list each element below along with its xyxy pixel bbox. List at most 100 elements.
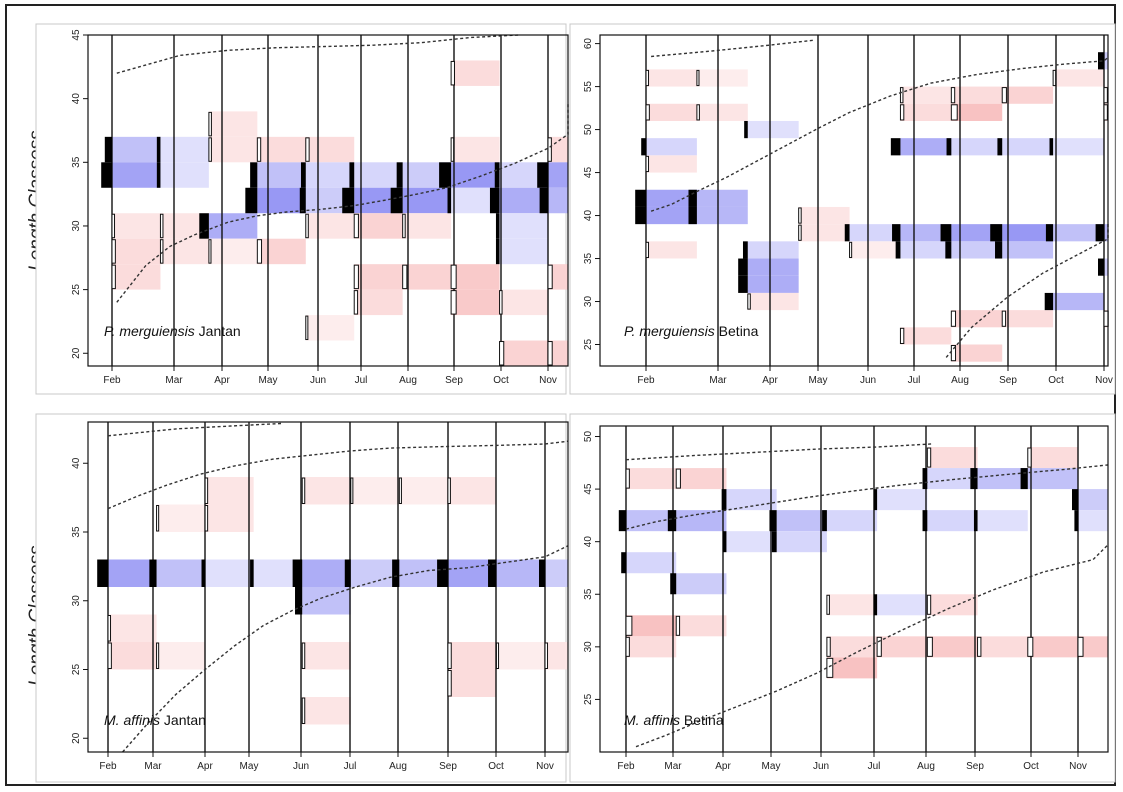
heat-cell xyxy=(676,510,727,532)
peak-bar xyxy=(97,559,108,587)
panel-annotation: P. merguiensis Betina xyxy=(624,323,759,339)
growth-curve xyxy=(107,440,569,510)
peak-bar xyxy=(769,510,777,532)
trough-bar xyxy=(447,642,452,669)
trough-bar xyxy=(402,264,408,290)
growth-curve xyxy=(651,39,814,58)
trough-bar xyxy=(111,264,116,290)
species-name: M. affinis xyxy=(104,712,160,728)
peak-bar xyxy=(392,559,400,587)
y-tick-label: 30 xyxy=(583,641,594,653)
x-tick-label: May xyxy=(240,761,259,772)
trough-bar xyxy=(950,87,956,104)
peak-bar xyxy=(1074,510,1078,532)
trough-bar xyxy=(1027,636,1034,657)
heat-cell xyxy=(1104,224,1108,242)
heat-cell xyxy=(447,669,497,697)
heat-cell xyxy=(205,477,254,505)
x-tick-label: Nov xyxy=(539,375,557,386)
panel-bottom-right: 25 30 35 40 45 50 Feb Mar Apr May Jun Jul Aug Sep Oct N… xyxy=(569,413,1116,783)
peak-bar xyxy=(156,136,161,163)
heat-cell xyxy=(1002,224,1054,242)
y-tick-label: 35 xyxy=(71,526,82,538)
species-name: P. merguiensis xyxy=(104,323,195,339)
heat-cell xyxy=(646,103,697,121)
trough-bar xyxy=(450,137,455,162)
growth-curve xyxy=(116,34,519,74)
x-tick-label: Mar xyxy=(709,375,727,386)
heat-cell xyxy=(951,241,1003,259)
sex-label: Jantan xyxy=(195,323,241,339)
peak-bar xyxy=(890,138,901,156)
peak-bar xyxy=(895,241,901,259)
heat-cell xyxy=(626,468,677,490)
trough-bar xyxy=(156,642,160,669)
species-name: M. affinis xyxy=(624,712,680,728)
heat-cell xyxy=(499,340,548,366)
x-tick-label: Feb xyxy=(103,375,121,386)
panel-annotation: P. merguiensis Jantan xyxy=(104,323,241,339)
species-name: P. merguiensis xyxy=(624,323,715,339)
x-tick-label: Jun xyxy=(310,375,326,386)
y-tick-label: 20 xyxy=(71,732,82,744)
peak-bar xyxy=(299,187,306,214)
peak-bar xyxy=(641,138,646,156)
heat-cell xyxy=(927,468,978,490)
peak-bar xyxy=(1095,224,1104,242)
trough-bar xyxy=(499,290,503,315)
heat-cell xyxy=(927,636,978,658)
panel-top-left: 20 25 30 35 40 45 Feb Mar Apr May Jun Jul Aug Sep Oct N… xyxy=(35,23,569,395)
growth-curve xyxy=(116,103,569,303)
heat-cell xyxy=(205,559,254,587)
peak-bar xyxy=(618,510,626,532)
heat-cell xyxy=(499,289,548,316)
trough-bar xyxy=(926,447,932,468)
heat-cell xyxy=(951,344,1003,362)
heat-cell xyxy=(302,697,351,725)
peak-bar xyxy=(495,238,500,265)
heat-cell xyxy=(112,213,161,239)
growth-curve xyxy=(625,443,933,461)
heat-cell xyxy=(257,238,306,265)
heat-cell xyxy=(900,86,952,104)
x-tick-label: Jul xyxy=(355,375,368,386)
heat-cell xyxy=(156,559,206,587)
heat-cell xyxy=(849,241,901,259)
heat-cell xyxy=(402,213,452,239)
trough-bar xyxy=(495,642,500,669)
y-tick-label: 55 xyxy=(583,81,594,93)
peak-bar xyxy=(688,206,697,225)
peak-bar xyxy=(488,559,497,587)
heat-cell xyxy=(726,489,777,511)
trough-bar xyxy=(547,341,553,366)
peak-bar xyxy=(946,138,952,156)
heat-cell xyxy=(451,60,500,86)
plot-box xyxy=(599,34,1109,367)
peak-bar xyxy=(635,189,646,207)
peak-bar xyxy=(437,559,448,587)
heat-cell xyxy=(927,594,978,616)
x-tick-label: Nov xyxy=(1095,375,1113,386)
heat-cell xyxy=(205,504,254,532)
heat-cell xyxy=(646,206,697,225)
peak-bar xyxy=(771,531,777,553)
trough-bar xyxy=(849,241,853,259)
heat-cell xyxy=(951,138,1003,156)
peak-bar xyxy=(940,224,952,242)
y-tick-label: 60 xyxy=(583,38,594,50)
heat-cell xyxy=(646,155,697,173)
heat-cell xyxy=(208,111,258,137)
peak-bar xyxy=(892,224,901,242)
heat-cell xyxy=(646,189,697,207)
peak-bar xyxy=(201,559,206,587)
y-tick-label: 45 xyxy=(71,29,82,41)
heat-cell xyxy=(676,573,727,595)
heat-cell xyxy=(927,447,978,469)
peak-bar xyxy=(742,241,748,259)
x-tick-label: Aug xyxy=(917,761,935,772)
heat-cell xyxy=(257,187,306,214)
peak-bar xyxy=(300,162,306,188)
peak-bar xyxy=(396,162,403,188)
y-tick-label: 40 xyxy=(583,536,594,548)
peak-bar xyxy=(495,213,500,239)
